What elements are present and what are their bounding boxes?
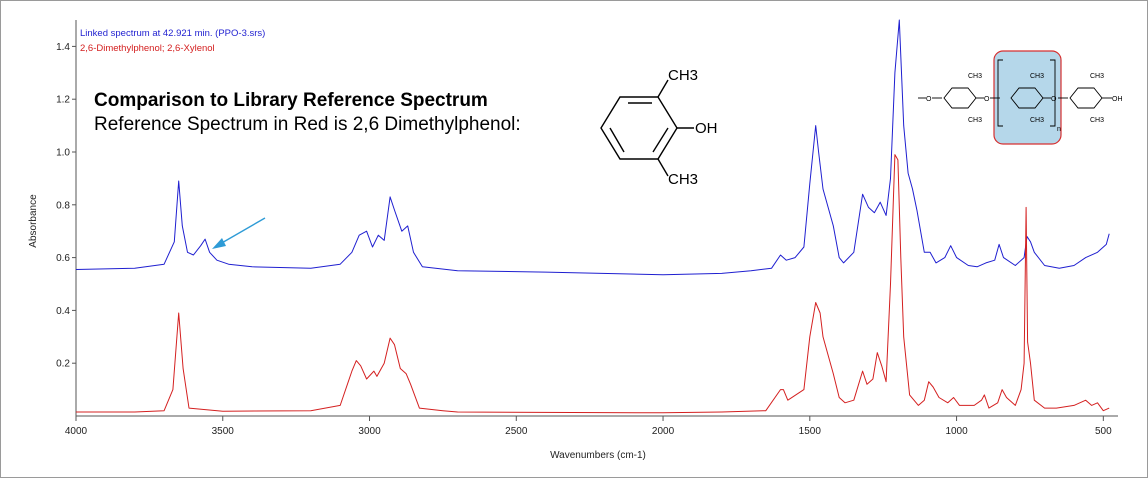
methyl-bond-top xyxy=(657,79,669,98)
series-line-linked-spectrum xyxy=(75,19,1110,276)
methoxy-label: O xyxy=(926,96,932,103)
x-tick-label: 3000 xyxy=(358,426,381,437)
ppo-polymer-structure: O O O OH CH3 CH3 CH3 CH3 CH3 CH3 n xyxy=(918,50,1123,145)
ether-label-1: O xyxy=(984,96,990,103)
methyl-label-bottom: CH3 xyxy=(668,171,698,188)
hydroxyl-label: OH xyxy=(695,120,718,137)
dimethylphenol-structure xyxy=(600,79,694,177)
repeat-label: n xyxy=(1057,126,1061,133)
series-line-reference-spectrum xyxy=(76,154,1110,414)
series-layer xyxy=(75,19,1110,414)
phenol-oh-label: OH xyxy=(1112,96,1123,103)
y-axis-title: Absorbance xyxy=(28,194,39,248)
y-tick-label: 1.2 xyxy=(56,95,70,106)
x-tick-label: 2500 xyxy=(505,426,528,437)
x-tick-label: 2000 xyxy=(652,426,675,437)
x-tick-label: 1500 xyxy=(799,426,822,437)
axes: 4000 3500 3000 2500 2000 1500 1000 500 0.2 0.4 0.6… xyxy=(56,20,1118,437)
ch3-label-5: CH3 xyxy=(1090,73,1104,80)
comparison-subtitle: Reference Spectrum in Red is 2,6 Dimethy… xyxy=(94,114,521,135)
y-tick-label: 1.0 xyxy=(56,148,70,159)
bracket-left xyxy=(997,59,1003,127)
annotation-arrow-head xyxy=(212,238,226,249)
comparison-title: Comparison to Library Reference Spectrum xyxy=(94,90,488,111)
repeat-unit-highlight xyxy=(993,50,1062,145)
y-tick-label: 0.8 xyxy=(56,200,70,211)
ch3-label-3: CH3 xyxy=(1030,73,1044,80)
x-axis-title: Wavenumbers (cm-1) xyxy=(550,450,646,461)
ch3-label-1: CH3 xyxy=(968,73,982,80)
ring-double-bond-3 xyxy=(609,127,625,153)
bracket-right xyxy=(1050,59,1056,127)
y-tick-label: 0.4 xyxy=(56,306,70,317)
y-tick-label: 0.6 xyxy=(56,253,70,264)
ch3-label-6: CH3 xyxy=(1090,117,1104,124)
ch3-label-2: CH3 xyxy=(968,117,982,124)
x-tick-label: 500 xyxy=(1095,426,1112,437)
methyl-bond-bottom xyxy=(657,158,669,177)
legend: Linked spectrum at 42.921 min. (PPO-3.sr… xyxy=(80,28,265,54)
annotation-arrow-shaft xyxy=(219,217,266,245)
legend-entry: Linked spectrum at 42.921 min. (PPO-3.sr… xyxy=(80,28,265,39)
y-tick-label: 0.2 xyxy=(56,359,70,370)
y-tick-label: 1.4 xyxy=(56,42,70,53)
legend-entry: 2,6-Dimethylphenol; 2,6-Xylenol xyxy=(80,43,215,54)
x-tick-label: 1000 xyxy=(945,426,968,437)
ring-double-bond-2 xyxy=(652,127,669,153)
ether-label-2: O xyxy=(1051,96,1057,103)
x-tick-label: 3500 xyxy=(212,426,235,437)
methyl-label-top: CH3 xyxy=(668,67,698,84)
ch3-label-4: CH3 xyxy=(1030,117,1044,124)
x-tick-label: 4000 xyxy=(65,426,88,437)
